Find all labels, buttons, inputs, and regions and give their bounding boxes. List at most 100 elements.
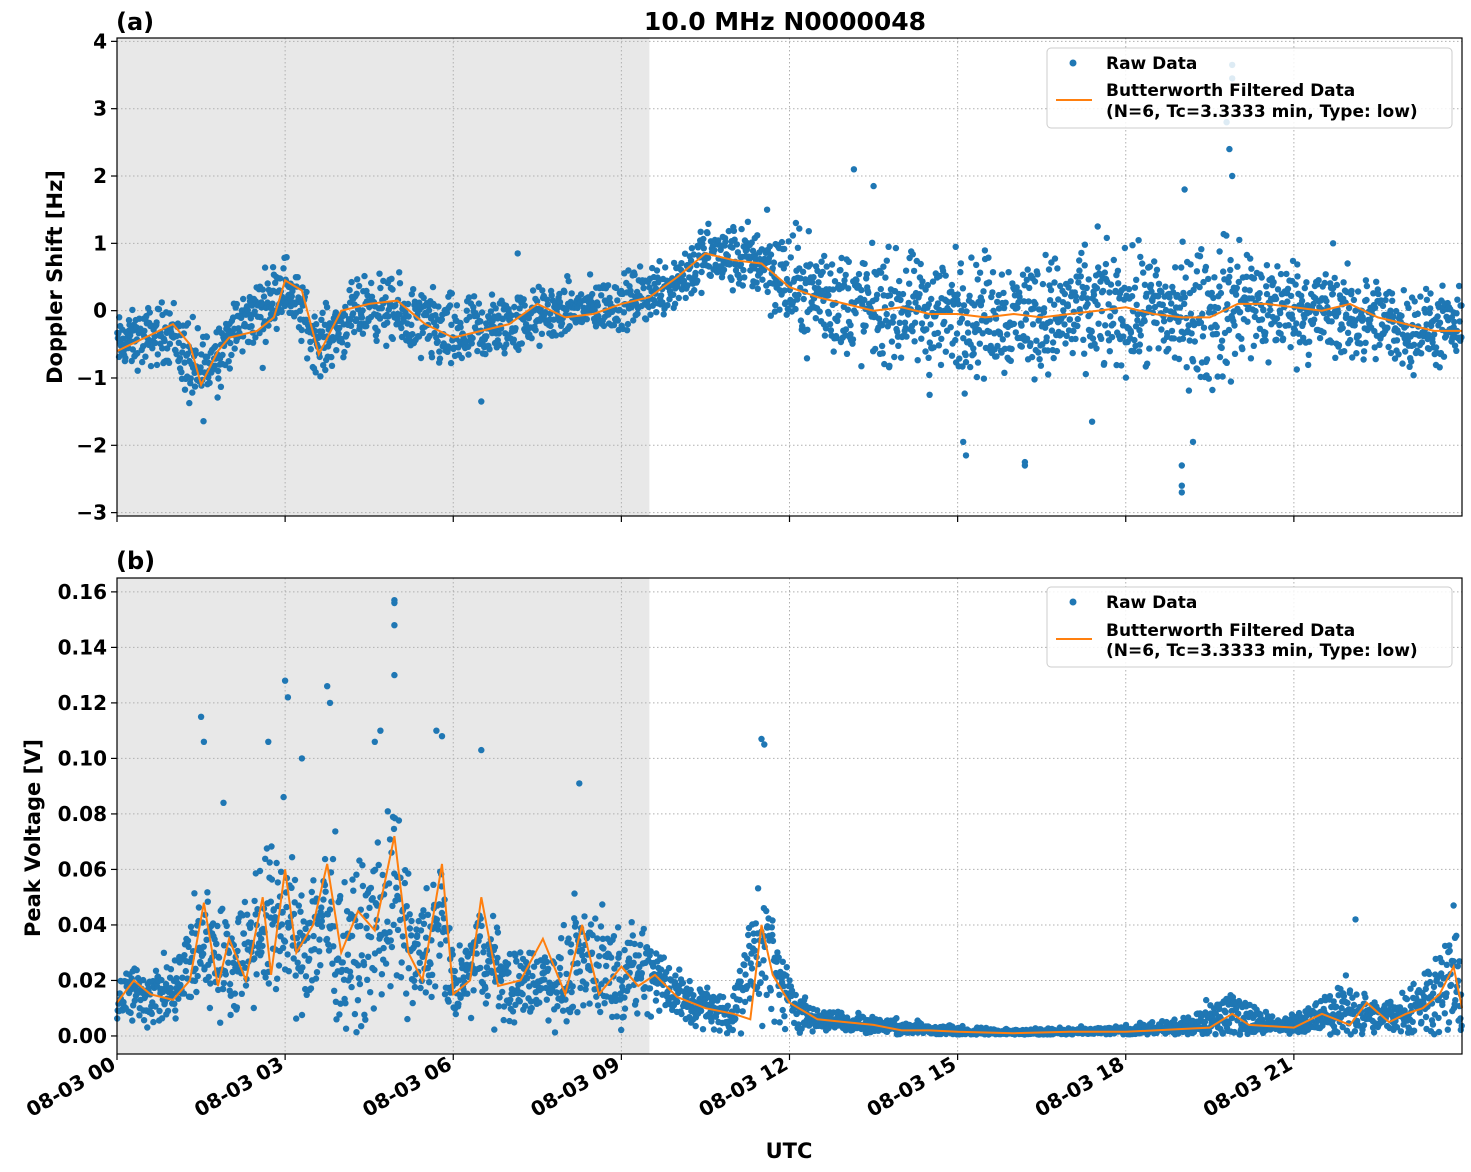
raw-data-point (170, 299, 177, 307)
raw-data-point (473, 312, 481, 319)
raw-data-point (733, 241, 741, 248)
raw-data-point (420, 920, 428, 927)
raw-data-point (353, 290, 360, 297)
raw-data-point (1022, 316, 1029, 323)
raw-data-point (966, 292, 973, 299)
raw-data-point (858, 286, 865, 294)
raw-data-point (705, 263, 713, 270)
raw-data-point (664, 302, 671, 309)
raw-data-point (339, 959, 346, 966)
raw-data-point (1244, 318, 1251, 325)
raw-data-point (278, 921, 286, 928)
raw-data-point (388, 275, 395, 282)
raw-data-point (393, 884, 400, 891)
raw-data-point (896, 319, 903, 326)
raw-data-point (885, 243, 892, 250)
raw-data-point (197, 364, 204, 371)
raw-data-point (974, 359, 982, 366)
raw-data-point (700, 235, 707, 243)
raw-data-point (1223, 359, 1231, 366)
raw-data-point (283, 903, 290, 911)
raw-data-point (512, 325, 519, 332)
raw-data-point (448, 321, 455, 328)
raw-data-point (1284, 298, 1291, 305)
raw-data-point (1423, 296, 1431, 303)
raw-data-point (937, 361, 945, 369)
raw-data-point (155, 306, 163, 313)
raw-data-point (511, 303, 518, 311)
raw-data-point (893, 1015, 900, 1022)
raw-data-point (125, 317, 133, 324)
raw-data-point (328, 353, 335, 361)
raw-data-point (1082, 370, 1090, 378)
raw-data-point (914, 304, 922, 311)
raw-data-point (891, 353, 898, 361)
raw-data-point (317, 962, 324, 969)
raw-data-point (792, 991, 799, 999)
raw-data-point (592, 323, 600, 330)
raw-data-point (528, 1004, 535, 1012)
raw-data-point (360, 961, 368, 969)
raw-data-point (1276, 321, 1283, 329)
raw-data-point (1247, 255, 1254, 262)
raw-data-point (211, 362, 219, 369)
raw-data-point (1431, 331, 1438, 338)
raw-data-point (978, 297, 986, 305)
raw-data-point (1026, 284, 1033, 292)
raw-data-point (681, 250, 689, 257)
raw-data-point (262, 338, 269, 346)
raw-data-point (614, 297, 621, 304)
raw-data-point (441, 991, 449, 998)
raw-data-point (930, 344, 937, 351)
raw-data-point (342, 1025, 350, 1032)
raw-data-point (759, 1022, 766, 1030)
raw-data-point (979, 330, 986, 337)
raw-data-point (934, 329, 942, 337)
raw-data-point (348, 278, 355, 286)
raw-data-point (358, 314, 366, 321)
raw-data-point (996, 331, 1004, 338)
raw-data-point (803, 355, 811, 362)
raw-data-point (1427, 305, 1434, 312)
raw-data-point (1218, 337, 1226, 344)
raw-data-point (769, 937, 777, 945)
raw-data-point (331, 987, 338, 994)
raw-data-point (307, 346, 314, 353)
raw-data-point (1105, 301, 1112, 308)
raw-data-point (1197, 319, 1205, 326)
raw-data-point (1410, 341, 1418, 348)
raw-data-point (194, 972, 201, 980)
raw-data-point (716, 1027, 723, 1034)
raw-data-point (429, 283, 437, 291)
raw-data-point (385, 880, 393, 887)
raw-data-point (392, 302, 399, 309)
raw-data-point (769, 265, 776, 272)
raw-data-point (1344, 260, 1351, 267)
raw-data-point (1008, 345, 1015, 353)
raw-data-point (297, 908, 304, 915)
raw-data-point (482, 985, 489, 992)
raw-data-point (1073, 297, 1080, 304)
raw-data-point (273, 325, 280, 333)
raw-data-point (1436, 364, 1443, 371)
raw-data-point (491, 943, 499, 951)
raw-data-point (1274, 286, 1282, 293)
raw-data-point (1384, 324, 1391, 331)
raw-data-point (938, 335, 945, 342)
raw-data-point (1146, 345, 1153, 352)
raw-data-point (946, 308, 954, 315)
raw-data-point (288, 884, 295, 891)
raw-data-point (1050, 354, 1057, 362)
raw-data-point (1248, 265, 1255, 272)
raw-data-point (269, 300, 276, 307)
raw-data-point (146, 309, 153, 316)
raw-data-point (416, 959, 423, 966)
raw-data-point (220, 980, 228, 987)
raw-data-point (251, 955, 258, 962)
raw-data-point (359, 307, 366, 314)
raw-data-point (973, 320, 980, 328)
raw-data-point (142, 353, 149, 360)
raw-data-point (1004, 331, 1011, 338)
raw-data-point (1326, 310, 1333, 317)
raw-data-point (1233, 284, 1241, 292)
